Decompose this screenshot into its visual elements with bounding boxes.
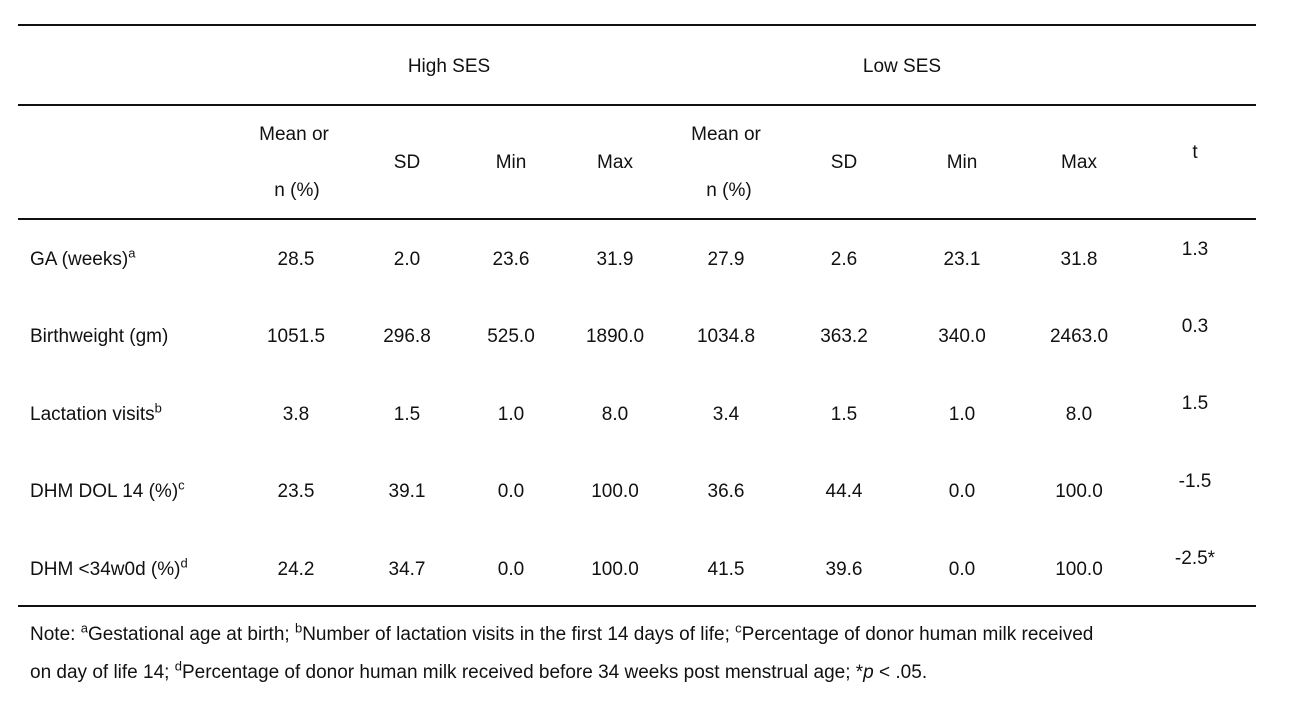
cell-min-high: 0.0 [497, 481, 525, 502]
cell-mean-low: 1034.8 [696, 326, 756, 347]
cell-t: 0.3 [1181, 316, 1209, 337]
header-sd-high: SD [393, 152, 421, 173]
cell-min-high: 525.0 [487, 326, 535, 347]
header-mean-low-line1: Mean or [691, 124, 761, 145]
cell-min-high: 23.6 [492, 249, 530, 270]
header-mean-high-line1: Mean or [259, 124, 329, 145]
table-note-line2: on day of life 14; dPercentage of donor … [30, 658, 928, 683]
cell-mean-low: 27.9 [707, 249, 745, 270]
header-max-high: Max [597, 152, 633, 173]
table-top-rule [18, 24, 1256, 26]
cell-t: -1.5 [1178, 471, 1212, 492]
cell-sd-high: 39.1 [388, 481, 426, 502]
cell-t: 1.3 [1181, 239, 1209, 260]
table-note-line1: Note: aGestational age at birth; bNumber… [30, 620, 1094, 645]
cell-max-low: 31.8 [1060, 249, 1098, 270]
group-header-high-ses: High SES [407, 56, 491, 77]
cell-mean-high: 24.2 [277, 559, 315, 580]
cell-mean-low: 36.6 [707, 481, 745, 502]
cell-sd-low: 2.6 [830, 249, 858, 270]
cell-mean-high: 23.5 [277, 481, 315, 502]
row-label: DHM <34w0d (%)d [30, 555, 188, 580]
group-header-rule [18, 104, 1256, 106]
cell-mean-high: 3.8 [282, 404, 310, 425]
table-bottom-rule [18, 605, 1256, 607]
cell-min-high: 0.0 [497, 559, 525, 580]
cell-max-high: 31.9 [596, 249, 634, 270]
cell-sd-high: 34.7 [388, 559, 426, 580]
cell-max-low: 2463.0 [1049, 326, 1109, 347]
header-min-high: Min [495, 152, 527, 173]
cell-max-low: 100.0 [1055, 481, 1103, 502]
cell-max-high: 100.0 [591, 481, 639, 502]
header-t: t [1192, 142, 1198, 163]
header-min-low: Min [946, 152, 978, 173]
cell-t: -2.5* [1174, 548, 1216, 569]
cell-mean-low: 41.5 [707, 559, 745, 580]
cell-sd-low: 1.5 [830, 404, 858, 425]
cell-mean-high: 28.5 [277, 249, 315, 270]
row-label: Lactation visitsb [30, 400, 162, 425]
cell-max-high: 8.0 [601, 404, 629, 425]
cell-max-high: 1890.0 [585, 326, 645, 347]
cell-min-low: 23.1 [943, 249, 981, 270]
cell-min-low: 0.0 [948, 559, 976, 580]
cell-sd-low: 44.4 [825, 481, 863, 502]
cell-sd-low: 39.6 [825, 559, 863, 580]
row-label: Birthweight (gm) [30, 326, 169, 347]
header-max-low: Max [1061, 152, 1097, 173]
cell-max-high: 100.0 [591, 559, 639, 580]
header-sd-low: SD [830, 152, 858, 173]
cell-min-low: 0.0 [948, 481, 976, 502]
cell-sd-high: 1.5 [393, 404, 421, 425]
cell-sd-high: 296.8 [383, 326, 431, 347]
cell-min-low: 1.0 [948, 404, 976, 425]
cell-mean-high: 1051.5 [266, 326, 326, 347]
row-label: DHM DOL 14 (%)c [30, 477, 185, 502]
row-label: GA (weeks)a [30, 245, 136, 270]
cell-min-low: 340.0 [938, 326, 986, 347]
header-mean-low-line2: n (%) [706, 180, 752, 201]
column-header-rule [18, 218, 1256, 220]
cell-max-low: 8.0 [1065, 404, 1093, 425]
group-header-low-ses: Low SES [862, 56, 942, 77]
cell-min-high: 1.0 [497, 404, 525, 425]
header-mean-high-line2: n (%) [274, 180, 320, 201]
cell-sd-high: 2.0 [393, 249, 421, 270]
cell-t: 1.5 [1181, 393, 1209, 414]
cell-max-low: 100.0 [1055, 559, 1103, 580]
cell-mean-low: 3.4 [712, 404, 740, 425]
cell-sd-low: 363.2 [820, 326, 868, 347]
